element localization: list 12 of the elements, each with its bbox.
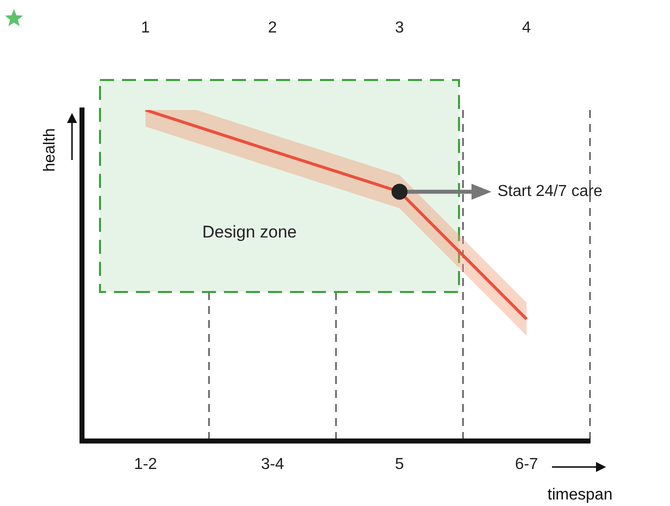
x-tick-label: 3-4 [260, 456, 284, 473]
text: 1 [141, 19, 150, 36]
text: 4 [522, 19, 532, 36]
x-tick-label: 5 [395, 456, 404, 473]
x-tick-label: 6-7 [514, 456, 538, 473]
x-axis-title: timespan [548, 486, 612, 504]
annotation: Start 24/7 care [498, 183, 603, 200]
text: 3 [395, 19, 404, 36]
y-axis-title: health [41, 128, 58, 172]
text: 2 [268, 19, 278, 36]
band-label: Design zone [202, 222, 297, 242]
x-tick-label: 1-2 [134, 456, 158, 473]
